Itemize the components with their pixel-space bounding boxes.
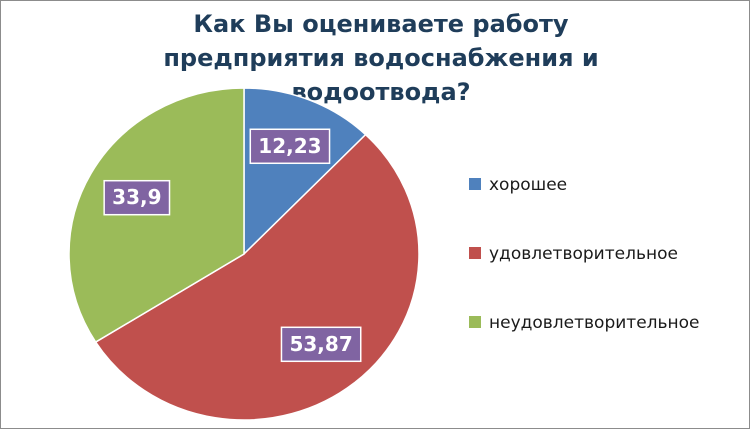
data-label: 12,23 [258, 134, 321, 158]
legend-swatch [469, 178, 481, 190]
data-label: 33,9 [112, 185, 161, 209]
data-label-box [103, 179, 171, 216]
legend-label: неудовлетворительное [489, 313, 700, 333]
data-label: 53,87 [289, 332, 352, 356]
legend-label: удовлетворительное [489, 244, 678, 264]
data-label-group: 53,87 [280, 326, 362, 363]
data-label-box [280, 326, 362, 363]
data-label-group: 33,9 [103, 179, 171, 216]
chart-title: Как Вы оцениваете работу предприятия вод… [163, 10, 599, 106]
legend-swatch [469, 316, 481, 328]
legend-label: хорошее [489, 175, 567, 195]
legend-swatch [469, 247, 481, 259]
data-label-box [249, 128, 331, 165]
data-label-group: 12,23 [249, 128, 331, 165]
